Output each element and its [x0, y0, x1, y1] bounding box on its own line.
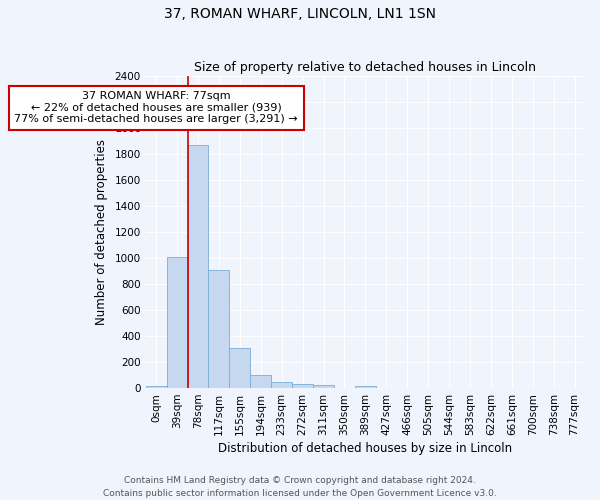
Text: 37, ROMAN WHARF, LINCOLN, LN1 1SN: 37, ROMAN WHARF, LINCOLN, LN1 1SN: [164, 8, 436, 22]
Y-axis label: Number of detached properties: Number of detached properties: [95, 139, 107, 325]
Bar: [250, 375, 271, 388]
Bar: [313, 386, 334, 388]
Title: Size of property relative to detached houses in Lincoln: Size of property relative to detached ho…: [194, 62, 536, 74]
X-axis label: Distribution of detached houses by size in Lincoln: Distribution of detached houses by size …: [218, 442, 512, 455]
Text: Contains HM Land Registry data © Crown copyright and database right 2024.
Contai: Contains HM Land Registry data © Crown c…: [103, 476, 497, 498]
Bar: [229, 348, 250, 388]
Text: 37 ROMAN WHARF: 77sqm
← 22% of detached houses are smaller (939)
77% of semi-det: 37 ROMAN WHARF: 77sqm ← 22% of detached …: [14, 92, 298, 124]
Bar: [271, 382, 292, 388]
Bar: [208, 270, 229, 388]
Bar: [146, 386, 167, 388]
Bar: [167, 256, 188, 388]
Bar: [188, 144, 208, 388]
Bar: [292, 384, 313, 388]
Bar: [355, 386, 376, 388]
